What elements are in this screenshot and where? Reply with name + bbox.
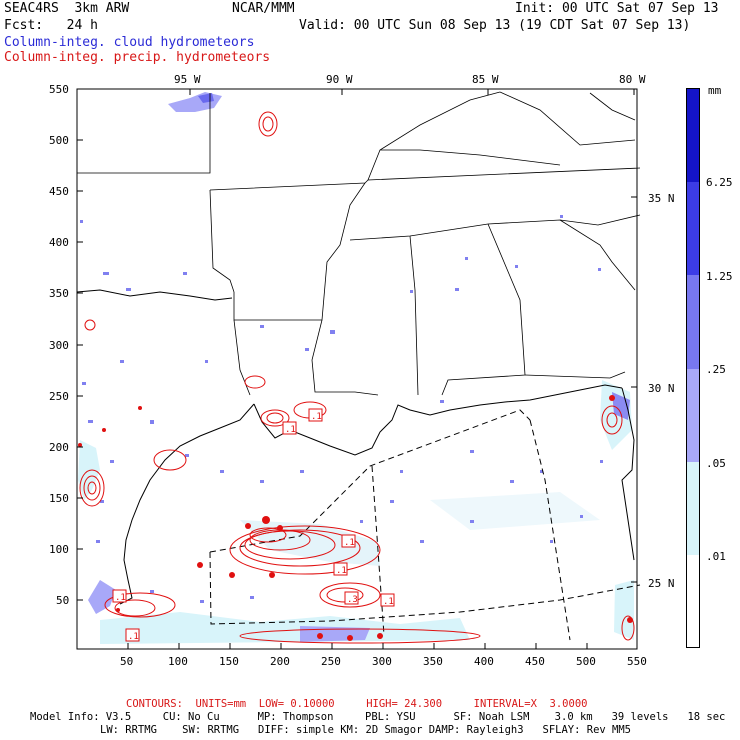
precip-hydrometeor-contours [79, 111, 635, 644]
colorbar-label: .25 [706, 363, 726, 376]
model-info-line1: Model Info: V3.5 CU: No Cu MP: Thompson … [30, 711, 726, 723]
colorbar-segment [686, 275, 700, 369]
contour-label: .3 [347, 595, 358, 605]
x-tick-500: 500 [576, 655, 596, 668]
colorbar-label: 6.25 [706, 176, 733, 189]
y-tick-500: 500 [49, 134, 69, 147]
x-tick-450: 450 [525, 655, 545, 668]
contour-label: .1 [336, 566, 347, 576]
colorbar-label: .05 [706, 457, 726, 470]
lat-label-25n: 25 N [648, 577, 675, 590]
colorbar-segment [686, 88, 700, 182]
y-tick-200: 200 [49, 441, 69, 454]
lon-label-95w: 95 W [174, 73, 201, 86]
y-tick-550: 550 [49, 83, 69, 96]
state-borders [77, 91, 641, 396]
y-tick-300: 300 [49, 339, 69, 352]
y-tick-150: 150 [49, 492, 69, 505]
colorbar-units: mm [708, 84, 722, 97]
contour-label: .1 [128, 632, 139, 642]
lon-label-90w: 90 W [326, 73, 353, 86]
field-cloud-label: Column-integ. cloud hydrometeors [4, 35, 255, 50]
contour-info: CONTOURS: UNITS=mm LOW= 0.10000 HIGH= 24… [126, 698, 588, 710]
x-tick-400: 400 [474, 655, 494, 668]
contour-label: .1 [285, 425, 296, 435]
x-tick-350: 350 [423, 655, 443, 668]
nest-domain-boundary [209, 409, 641, 641]
x-tick-550: 550 [627, 655, 647, 668]
y-tick-350: 350 [49, 287, 69, 300]
tick-marks [77, 89, 637, 649]
y-tick-450: 450 [49, 185, 69, 198]
x-tick-150: 150 [219, 655, 239, 668]
y-tick-50: 50 [56, 594, 70, 607]
y-tick-100: 100 [49, 543, 69, 556]
lat-label-35n: 35 N [648, 192, 675, 205]
colorbar-segment [686, 462, 700, 555]
lon-label-80w: 80 W [619, 73, 646, 86]
lon-label-85w: 85 W [472, 73, 499, 86]
x-tick-300: 300 [372, 655, 392, 668]
colorbar-segment [686, 555, 700, 648]
y-tick-250: 250 [49, 390, 69, 403]
init-time: Init: 00 UTC Sat 07 Sep 13 [515, 1, 719, 16]
contour-label: .1 [311, 412, 322, 422]
field-precip-label: Column-integ. precip. hydrometeors [4, 50, 271, 65]
contour-label: .1 [115, 593, 126, 603]
cloud-hydrometeor-fill [78, 92, 634, 644]
forecast-hour: Fcst: 24 h [4, 18, 98, 33]
x-tick-100: 100 [168, 655, 188, 668]
center-title: NCAR/MMM [232, 1, 295, 16]
colorbar-segment [686, 182, 700, 275]
map-frame [76, 88, 638, 650]
contour-label: .1 [344, 538, 355, 548]
model-title: SEAC4RS 3km ARW [4, 1, 130, 16]
model-info-line2: LW: RRTMG SW: RRTMG DIFF: simple KM: 2D … [100, 724, 632, 736]
x-tick-200: 200 [270, 655, 290, 668]
colorbar-label: 1.25 [706, 270, 733, 283]
colorbar [686, 88, 700, 648]
coastline [76, 289, 635, 605]
precip-cores [78, 395, 633, 641]
lat-label-30n: 30 N [648, 382, 675, 395]
colorbar-segment [686, 369, 700, 462]
colorbar-label: .01 [706, 550, 726, 563]
contour-label-boxes [112, 408, 395, 642]
valid-time: Valid: 00 UTC Sun 08 Sep 13 (19 CDT Sat … [299, 18, 691, 33]
contour-label: .1 [383, 597, 394, 607]
y-tick-400: 400 [49, 236, 69, 249]
x-tick-50: 50 [120, 655, 134, 668]
x-tick-250: 250 [321, 655, 341, 668]
